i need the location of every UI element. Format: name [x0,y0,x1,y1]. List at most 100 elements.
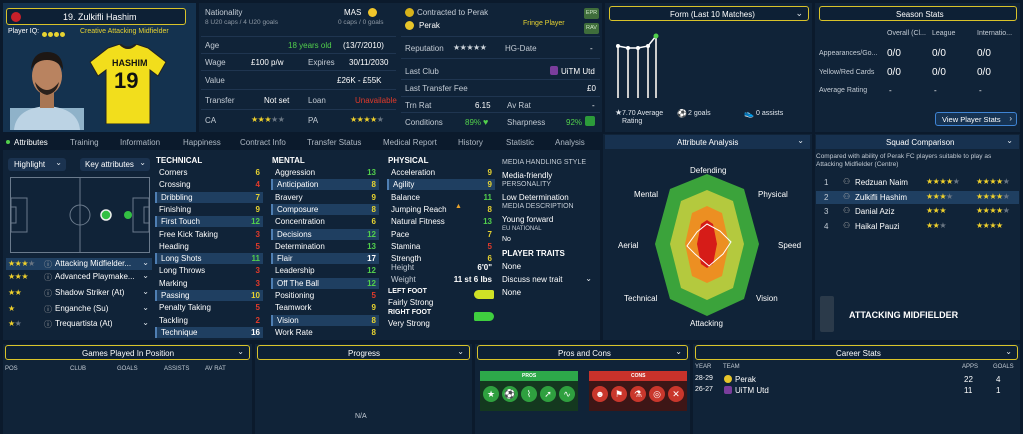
tab-medical-report[interactable]: Medical Report [383,138,437,147]
pro-star-icon[interactable]: ★ [483,386,499,402]
view-player-stats-button[interactable]: View Player Stats › [935,112,1017,126]
player-shirt: HASHIM 19 [86,43,170,125]
attribute-value: 3 [255,278,260,288]
attribute-row[interactable]: Positioning 5 [271,290,379,301]
attribute-row[interactable]: Vision 8 [271,314,379,326]
attribute-row[interactable]: Decisions 12 [271,228,379,240]
attribute-row[interactable]: Crossing 4 [155,179,263,190]
con-lab-icon[interactable]: ⚗ [630,386,646,402]
attribute-row[interactable]: Jumping Reach 8 [387,204,495,215]
career-row[interactable]: 26-27 UiTM Utd 11 1 [695,386,1001,395]
con-head-icon[interactable]: ☻ [592,386,608,402]
attribute-row[interactable]: Composure 8 [271,203,379,215]
attribute-row[interactable]: Stamina 5 [387,241,495,252]
attribute-row[interactable]: Passing 10 [155,290,263,301]
attribute-row[interactable]: Balance 11 [387,192,495,203]
attribute-row[interactable]: Determination 13 [271,241,379,252]
squad-header[interactable]: Squad Comparison ⌄ [816,135,1019,149]
key-attributes-dropdown[interactable]: Key attributes ⌄ [80,158,150,171]
attribute-row[interactable]: Dribbling 7 [155,191,263,203]
tab-history[interactable]: History [458,138,483,147]
last-club-value[interactable]: UiTM Utd [561,67,595,76]
uitm-crest-icon [550,66,558,75]
role-row[interactable]: ★★ ⓘ Trequartista (At) ⌄ [8,318,149,329]
career-header[interactable]: Career Stats ⌄ [695,345,1018,360]
analysis-header[interactable]: Attribute Analysis ⌄ [605,135,810,149]
attribute-row[interactable]: First Touch 12 [155,216,263,228]
role-row[interactable]: ★★★★ ⓘ Attacking Midfielder... ⌄ [6,258,152,270]
contract-club[interactable]: Perak [419,21,440,30]
tab-training[interactable]: Training [70,138,99,147]
attribute-row[interactable]: Marking 3 [155,278,263,289]
discuss-trait-dropdown[interactable]: Discuss new trait ⌄ [502,274,592,284]
season-col-overall: Overall (Cl... [887,30,926,37]
tab-statistic[interactable]: Statistic [506,138,535,147]
attribute-row[interactable]: Free Kick Taking 3 [155,229,263,240]
attribute-value: 12 [367,229,376,239]
role-row[interactable]: ★★ ⓘ Shadow Striker (At) ⌄ [8,287,149,298]
attribute-row[interactable]: Natural Fitness 13 [387,216,495,227]
attribute-row[interactable]: Pace 7 [387,229,495,240]
role-row[interactable]: ★ ⓘ Enganche (Su) ⌄ [8,303,149,314]
shirt-number: 19 [114,68,139,93]
con-target-icon[interactable]: ◎ [649,386,665,402]
attribute-row[interactable]: Off The Ball 12 [271,277,379,289]
role-row[interactable]: ★★★ ⓘ Advanced Playmake... ⌄ [8,271,149,282]
squad-pa-stars: ★★★★★ [976,191,1010,201]
con-tackle-icon[interactable]: ✕ [668,386,684,402]
flag-icon [368,8,377,17]
transfer-value[interactable]: Not set [264,96,290,105]
attribute-row[interactable]: Technique 16 [155,326,263,338]
attribute-row[interactable]: Flair 17 [271,253,379,265]
pro-boot-icon[interactable]: ⌇ [521,386,537,402]
attribute-row[interactable]: Concentration 6 [271,216,379,227]
squad-row[interactable]: 1 ⚇ Redzuan Naim ★★★★★ ★★★★★ [816,176,1019,189]
squad-row[interactable]: 2 ⚇ Zulkifli Hashim ★★★★ ★★★★★ [816,190,1019,204]
attribute-name: Anticipation [277,180,319,190]
tab-attributes[interactable]: Attributes [14,138,48,147]
attribute-row[interactable]: Strength 6 [387,253,495,264]
nationality-value[interactable]: MAS [344,8,362,17]
attribute-row[interactable]: Finishing 9 [155,204,263,215]
attribute-row[interactable]: Agility 9 [387,179,495,191]
player-name-box[interactable]: 19. Zulkifli Hashim [6,8,186,25]
career-row[interactable]: 28-29 Perak 22 4 [695,375,1001,384]
chevron-down-icon: ⌄ [1006,136,1013,145]
pro-trick-icon[interactable]: ∿ [559,386,575,402]
height-row: Height 6'0" [391,263,492,272]
pro-pass-icon[interactable]: ➚ [540,386,556,402]
attribute-row[interactable]: Heading 5 [155,241,263,252]
season-header[interactable]: Season Stats [819,6,1017,21]
loan-value[interactable]: Unavailable [355,96,397,105]
games-header[interactable]: Games Played In Position ⌄ [5,345,250,360]
attribute-row[interactable]: Long Shots 11 [155,253,263,265]
attribute-row[interactable]: Tackling 2 [155,315,263,326]
attribute-row[interactable]: Bravery 9 [271,192,379,203]
attribute-row[interactable]: Work Rate 8 [271,327,379,338]
attribute-row[interactable]: Anticipation 8 [271,179,379,191]
tab-contract-info[interactable]: Contract Info [240,138,286,147]
tab-happiness[interactable]: Happiness [183,138,221,147]
player-name: 19. Zulkifli Hashim [63,12,137,22]
attribute-row[interactable]: Corners 6 [155,167,263,178]
season-panel [815,3,1020,132]
form-header[interactable]: Form (Last 10 Matches) ⌄ [609,6,809,21]
tab-information[interactable]: Information [120,138,161,147]
attribute-row[interactable]: Aggression 13 [271,167,379,178]
attribute-row[interactable]: Leadership 12 [271,265,379,276]
attribute-row[interactable]: Teamwork 9 [271,302,379,313]
squad-row[interactable]: 4 ⚇ Haikal Pauzi ★★★ ★★★★ [816,220,1019,233]
av-rat-label: Av Rat [507,101,531,110]
attribute-row[interactable]: Acceleration 9 [387,167,495,178]
squad-rank: 3 [824,207,829,216]
attribute-row[interactable]: Long Throws 3 [155,265,263,276]
pro-ball-icon[interactable]: ⚽ [502,386,518,402]
pros-cons-header[interactable]: Pros and Cons ⌄ [477,345,688,360]
attribute-row[interactable]: Penalty Taking 5 [155,302,263,313]
progress-header[interactable]: Progress ⌄ [257,345,470,360]
highlight-dropdown[interactable]: Highlight ⌄ [8,158,66,171]
tab-transfer-status[interactable]: Transfer Status [307,138,362,147]
squad-row[interactable]: 3 ⚇ Danial Aziz ★★★ ★★★★★ [816,205,1019,218]
tab-analysis[interactable]: Analysis [555,138,585,147]
con-team-icon[interactable]: ⚑ [611,386,627,402]
